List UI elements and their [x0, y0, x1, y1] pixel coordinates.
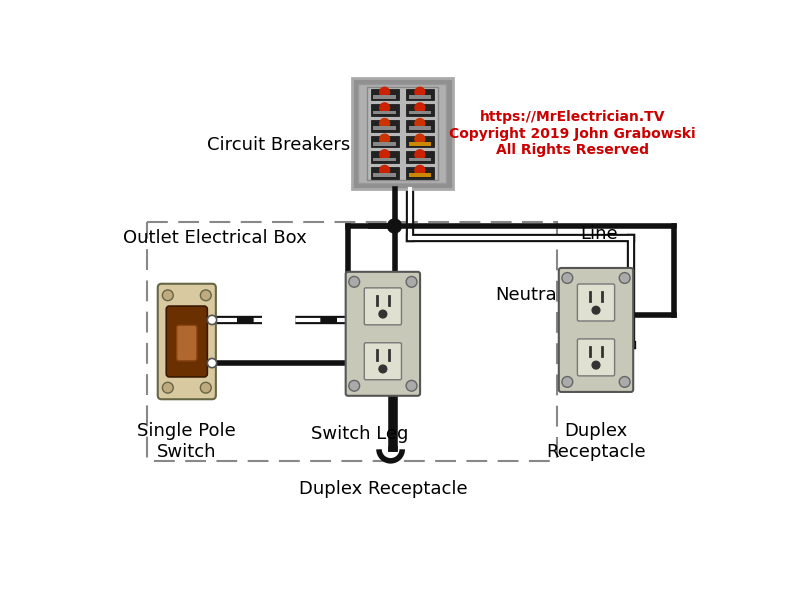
FancyBboxPatch shape [166, 306, 207, 377]
Text: Line: Line [581, 225, 618, 243]
Circle shape [619, 377, 630, 388]
Bar [406, 89, 434, 100]
Circle shape [349, 277, 360, 287]
Bar [409, 95, 431, 98]
Circle shape [619, 272, 630, 283]
Circle shape [414, 133, 426, 145]
Text: Single Pole
Switch: Single Pole Switch [138, 422, 236, 461]
Bar [367, 87, 438, 181]
Bar [406, 151, 434, 163]
FancyBboxPatch shape [177, 325, 197, 361]
Bar [352, 78, 453, 190]
Circle shape [414, 165, 426, 176]
Bar [409, 158, 431, 161]
Circle shape [592, 361, 600, 369]
Circle shape [414, 118, 426, 129]
Bar [370, 167, 398, 179]
FancyBboxPatch shape [578, 339, 614, 376]
FancyBboxPatch shape [346, 272, 420, 396]
FancyBboxPatch shape [578, 284, 614, 321]
Circle shape [207, 358, 217, 368]
Circle shape [406, 380, 417, 391]
Circle shape [379, 118, 390, 129]
FancyBboxPatch shape [558, 268, 634, 392]
Bar [406, 120, 434, 131]
Bar [409, 111, 431, 114]
FancyBboxPatch shape [364, 343, 402, 380]
Bar [406, 136, 434, 147]
Bar [374, 142, 396, 146]
Bar [409, 142, 431, 146]
Text: Circuit Breakers: Circuit Breakers [206, 136, 350, 154]
Bar [370, 136, 398, 147]
Circle shape [414, 86, 426, 98]
Bar [406, 104, 434, 116]
Circle shape [414, 149, 426, 160]
Circle shape [162, 290, 174, 301]
Bar [370, 89, 398, 100]
Circle shape [379, 365, 386, 373]
Bar [374, 111, 396, 114]
Bar [370, 151, 398, 163]
Bar [370, 120, 398, 131]
Circle shape [592, 307, 600, 314]
Circle shape [562, 272, 573, 283]
Circle shape [414, 102, 426, 113]
Bar [409, 127, 431, 130]
Bar [358, 84, 446, 183]
Bar [374, 158, 396, 161]
Bar [409, 173, 431, 177]
Circle shape [562, 377, 573, 388]
Circle shape [200, 290, 211, 301]
Text: Neutral: Neutral [495, 286, 562, 304]
Circle shape [162, 382, 174, 393]
Text: https://MrElectrician.TV
Copyright 2019 John Grabowski
All Rights Reserved: https://MrElectrician.TV Copyright 2019 … [450, 110, 696, 157]
FancyBboxPatch shape [158, 284, 216, 399]
Circle shape [379, 165, 390, 176]
Bar [406, 167, 434, 179]
FancyBboxPatch shape [364, 288, 402, 325]
Circle shape [207, 316, 217, 325]
Circle shape [379, 86, 390, 98]
Bar [374, 173, 396, 177]
Text: Duplex Receptacle: Duplex Receptacle [298, 480, 467, 498]
Circle shape [379, 133, 390, 145]
Circle shape [379, 149, 390, 160]
Circle shape [379, 102, 390, 113]
Circle shape [200, 382, 211, 393]
Text: Switch Leg: Switch Leg [311, 425, 408, 443]
Circle shape [349, 380, 360, 391]
Text: Duplex
Receptacle: Duplex Receptacle [546, 422, 646, 461]
Circle shape [387, 219, 402, 233]
Circle shape [406, 277, 417, 287]
Bar [370, 104, 398, 116]
Text: Outlet Electrical Box: Outlet Electrical Box [123, 229, 307, 247]
Bar [374, 95, 396, 98]
Bar [146, 222, 558, 461]
Circle shape [379, 310, 386, 318]
Bar [374, 127, 396, 130]
